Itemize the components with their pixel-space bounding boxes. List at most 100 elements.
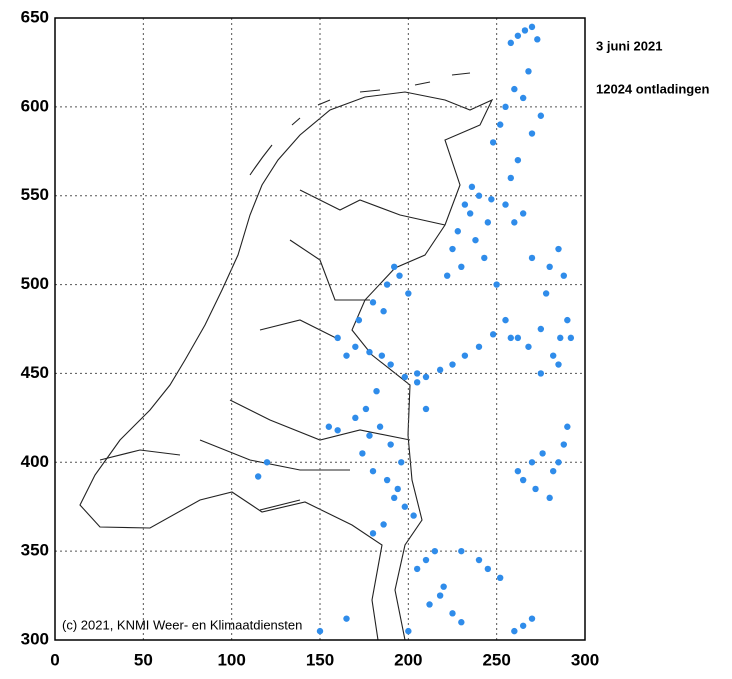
lightning-point — [555, 459, 562, 466]
lightning-point — [484, 219, 492, 226]
lightning-point — [387, 441, 394, 448]
count-label: 12024 ontladingen — [596, 81, 709, 96]
lightning-point — [542, 290, 550, 297]
lightning-point — [454, 228, 461, 235]
lightning-point — [537, 370, 545, 377]
lightning-point — [352, 414, 359, 422]
lightning-point — [493, 281, 500, 288]
lightning-point — [532, 485, 539, 493]
lightning-point — [380, 308, 387, 315]
lightning-point — [369, 467, 377, 475]
map-outline — [79, 72, 494, 641]
lightning-point — [444, 272, 451, 279]
lightning-point — [422, 405, 430, 413]
lightning-point — [359, 450, 366, 457]
lightning-point — [497, 121, 504, 128]
lightning-point — [378, 352, 386, 359]
y-tick-label: 300 — [21, 629, 49, 648]
lightning-point — [394, 485, 401, 493]
lightning-point — [391, 263, 398, 270]
lightning-point — [489, 331, 497, 338]
lightning-point — [519, 476, 527, 484]
lightning-point — [383, 281, 391, 288]
y-tick-label: 450 — [21, 363, 49, 382]
lightning-point — [398, 459, 405, 466]
lightning-point — [557, 334, 564, 342]
x-tick-label: 50 — [134, 650, 153, 669]
lightning-point — [502, 103, 509, 111]
lightning-point — [475, 343, 483, 350]
lightning-point — [383, 476, 391, 484]
lightning-point — [263, 459, 271, 466]
lightning-point — [355, 316, 363, 324]
lightning-point — [488, 196, 495, 203]
lightning-point — [334, 334, 341, 342]
lightning-point — [514, 334, 522, 342]
lightning-point — [514, 156, 522, 164]
lightning-point — [396, 272, 403, 279]
y-tick-label: 350 — [21, 541, 49, 560]
lightning-point — [325, 423, 333, 430]
lightning-point — [468, 183, 476, 191]
lightning-point — [475, 556, 483, 564]
lightning-point — [391, 494, 398, 502]
lightning-point — [484, 565, 492, 573]
lightning-point — [481, 254, 488, 262]
lightning-point — [431, 547, 439, 555]
lightning-point — [567, 334, 575, 342]
lightning-point — [528, 130, 536, 137]
lightning-point — [405, 627, 412, 635]
y-tick-label: 650 — [21, 7, 49, 26]
lightning-point — [537, 112, 545, 119]
lightning-point — [550, 352, 557, 359]
lightning-point — [387, 361, 394, 368]
lightning-point — [537, 325, 545, 333]
lightning-point — [519, 622, 527, 629]
lightning-point — [413, 370, 421, 377]
lightning-point — [413, 565, 421, 573]
x-tick-label: 300 — [571, 650, 599, 669]
lightning-point — [519, 210, 527, 217]
lightning-point — [507, 39, 514, 47]
lightning-point — [440, 583, 447, 590]
lightning-point — [502, 316, 509, 324]
lightning-point — [422, 373, 430, 381]
lightning-point — [528, 254, 536, 262]
lightning-point — [475, 192, 483, 199]
lightning-point — [362, 405, 370, 413]
lightning-point — [410, 512, 417, 519]
lightning-point — [366, 432, 373, 439]
lightning-point — [519, 94, 527, 102]
lightning-point — [507, 174, 514, 182]
copyright: (c) 2021, KNMI Weer- en Klimaatdiensten — [62, 617, 302, 632]
lightning-point — [511, 627, 518, 635]
lightning-point — [555, 245, 562, 253]
lightning-point — [461, 352, 469, 359]
lightning-point — [449, 361, 456, 368]
lightning-point — [373, 388, 380, 395]
lightning-point — [555, 361, 562, 368]
lightning-point — [449, 610, 456, 617]
x-tick-label: 0 — [50, 650, 59, 669]
lightning-point — [507, 334, 514, 342]
x-tick-label: 200 — [394, 650, 422, 669]
lightning-point — [528, 615, 536, 622]
lightning-point — [436, 592, 444, 599]
lightning-point — [343, 615, 350, 622]
x-tick-label: 150 — [306, 650, 334, 669]
lightning-point — [560, 272, 567, 279]
lightning-point — [539, 450, 546, 457]
lightning-point — [316, 627, 324, 635]
y-tick-label: 600 — [21, 96, 49, 115]
y-tick-label: 500 — [21, 274, 49, 293]
x-tick-label: 100 — [217, 650, 245, 669]
lightning-point — [426, 601, 433, 608]
lightning-point — [514, 32, 522, 39]
lightning-point — [401, 373, 408, 381]
y-tick-label: 550 — [21, 185, 49, 204]
lightning-point — [528, 23, 536, 31]
lightning-point — [422, 556, 430, 564]
lightning-point — [502, 201, 509, 208]
lightning-point — [525, 343, 532, 350]
